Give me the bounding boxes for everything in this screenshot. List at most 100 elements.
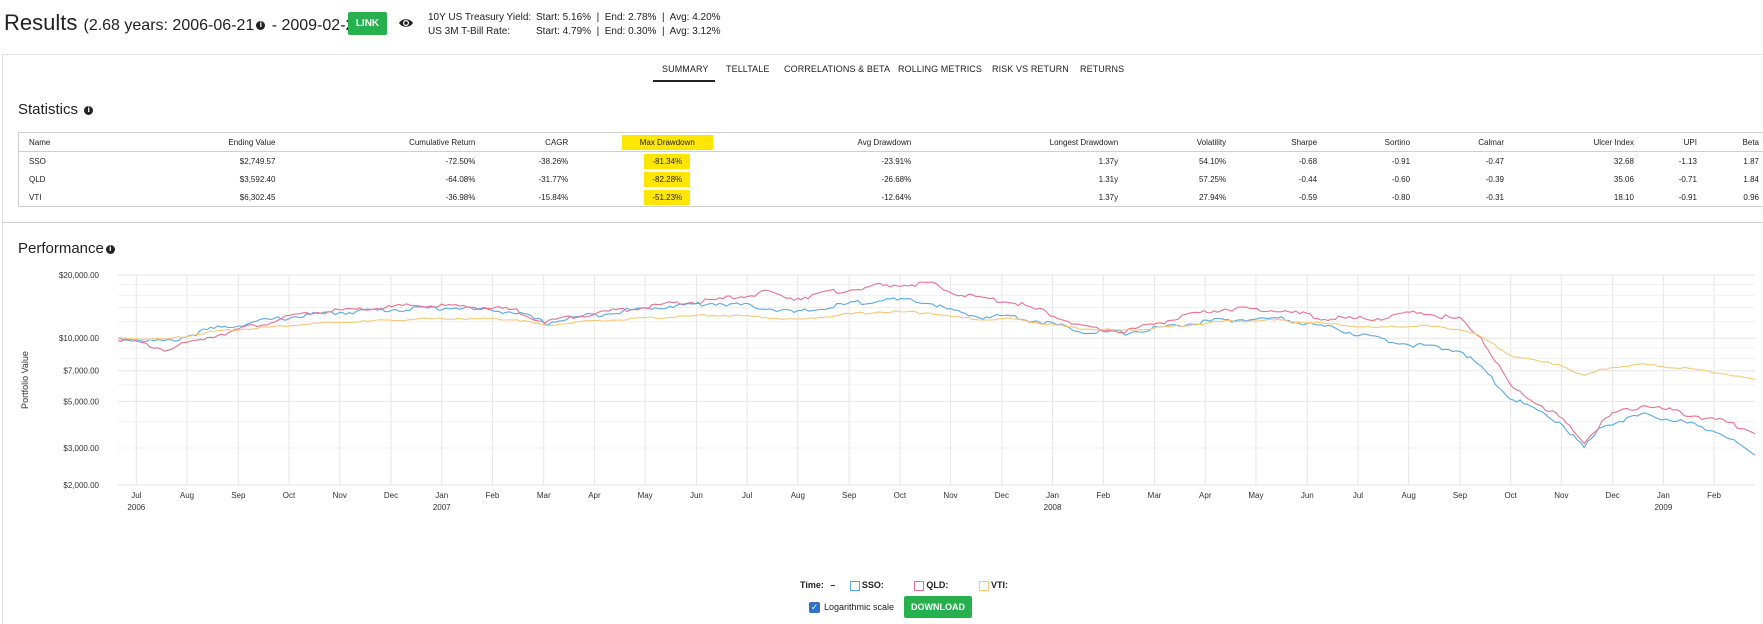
table-cell: -0.71 bbox=[1638, 170, 1701, 188]
table-cell: 18.10 bbox=[1508, 188, 1638, 207]
x-tick-label: Dec bbox=[995, 491, 1009, 500]
legend-label-qld: QLD: bbox=[926, 580, 948, 590]
table-cell: -38.26% bbox=[479, 152, 572, 171]
x-tick-label: May bbox=[1248, 491, 1263, 500]
table-cell: -26.68% bbox=[762, 170, 915, 188]
max-drawdown-value: -81.34% bbox=[644, 154, 690, 169]
x-tick-label: Mar bbox=[1148, 491, 1162, 500]
table-cell: -0.91 bbox=[1638, 188, 1701, 207]
table-cell: -31.77% bbox=[479, 170, 572, 188]
legend-label-vti: VTI: bbox=[991, 580, 1008, 590]
statistics-body: SSO$2,749.57-72.50%-38.26%-81.34%-23.91%… bbox=[19, 152, 1763, 207]
table-cell: -0.60 bbox=[1321, 170, 1414, 188]
download-button[interactable]: DOWNLOAD bbox=[904, 596, 972, 618]
table-cell: 0.96 bbox=[1701, 188, 1763, 207]
col-header-max-drawdown[interactable]: Max Drawdown bbox=[572, 133, 762, 152]
table-cell: -23.91% bbox=[762, 152, 915, 171]
y-tick-label: $5,000.00 bbox=[63, 397, 99, 406]
max-drawdown-value: -82.28% bbox=[644, 172, 690, 187]
col-header-avg-drawdown[interactable]: Avg Drawdown bbox=[762, 133, 915, 152]
col-header-cumulative-return[interactable]: Cumulative Return bbox=[279, 133, 479, 152]
legend-swatch-sso bbox=[850, 581, 860, 591]
statistics-info-icon[interactable]: i bbox=[84, 106, 93, 115]
tab-rolling-metrics[interactable]: ROLLING METRICS bbox=[898, 64, 982, 74]
table-cell: -0.44 bbox=[1230, 170, 1321, 188]
x-tick-year-label: 2007 bbox=[433, 503, 451, 512]
y-tick-label: $20,000.00 bbox=[59, 271, 100, 280]
legend-time-label: Time: bbox=[800, 580, 824, 590]
x-tick-label: Apr bbox=[1199, 491, 1212, 500]
table-cell: 57.25% bbox=[1122, 170, 1230, 188]
col-header-cagr[interactable]: CAGR bbox=[479, 133, 572, 152]
table-row: SSO$2,749.57-72.50%-38.26%-81.34%-23.91%… bbox=[19, 152, 1763, 171]
x-tick-label: Sep bbox=[842, 491, 857, 500]
eye-icon[interactable] bbox=[398, 15, 414, 31]
legend-item-qld[interactable]: QLD: bbox=[914, 580, 948, 590]
table-cell: -0.47 bbox=[1414, 152, 1508, 171]
x-tick-label: Nov bbox=[1554, 491, 1568, 500]
log-scale-checkbox[interactable]: ✓ bbox=[809, 602, 820, 613]
table-cell: -1.13 bbox=[1638, 152, 1701, 171]
x-tick-label: Sep bbox=[1453, 491, 1468, 500]
series-line-qld bbox=[118, 282, 1755, 444]
tab-returns[interactable]: RETURNS bbox=[1080, 64, 1124, 74]
max-drawdown-header-label: Max Drawdown bbox=[622, 135, 713, 150]
table-cell: 35.06 bbox=[1508, 170, 1638, 188]
performance-info-icon[interactable]: i bbox=[106, 245, 115, 254]
col-header-name[interactable]: Name bbox=[19, 133, 89, 152]
x-tick-label: Aug bbox=[180, 491, 194, 500]
table-cell: -15.84% bbox=[479, 188, 572, 207]
table-cell: -0.68 bbox=[1230, 152, 1321, 171]
info-icon[interactable]: i bbox=[256, 21, 265, 30]
table-cell: -0.39 bbox=[1414, 170, 1508, 188]
x-tick-label: Sep bbox=[231, 491, 246, 500]
tbill-row: US 3M T-Bill Rate:Start: 4.79% | End: 0.… bbox=[428, 25, 721, 39]
col-header-sharpe[interactable]: Sharpe bbox=[1230, 133, 1321, 152]
col-header-ulcer-index[interactable]: Ulcer Index bbox=[1508, 133, 1638, 152]
tab-bar: SUMMARY TELLTALE CORRELATIONS & BETA ROL… bbox=[0, 64, 1763, 82]
x-tick-year-label: 2009 bbox=[1654, 503, 1672, 512]
y-tick-label: $10,000.00 bbox=[59, 334, 100, 343]
x-tick-label: May bbox=[638, 491, 653, 500]
col-header-volatility[interactable]: Volatility bbox=[1122, 133, 1230, 152]
col-header-longest-drawdown[interactable]: Longest Drawdown bbox=[915, 133, 1122, 152]
col-header-beta[interactable]: Beta bbox=[1701, 133, 1763, 152]
legend-swatch-qld bbox=[914, 581, 924, 591]
x-tick-label: Jul bbox=[131, 491, 141, 500]
chart-legend: Time: – SSO: QLD: VTI: bbox=[800, 580, 1008, 591]
rates-info: 10Y US Treasury Yield:Start: 5.16% | End… bbox=[428, 11, 721, 39]
table-cell: -51.23% bbox=[572, 188, 762, 207]
table-cell: -64.08% bbox=[279, 170, 479, 188]
table-cell: $6,302.45 bbox=[88, 188, 279, 207]
range-start: (2.68 years: 2006-06-21 bbox=[83, 17, 254, 34]
legend-item-vti[interactable]: VTI: bbox=[979, 580, 1008, 590]
table-cell: -0.31 bbox=[1414, 188, 1508, 207]
log-scale-label: Logarithmic scale bbox=[824, 602, 894, 612]
tab-correlations-beta[interactable]: CORRELATIONS & BETA bbox=[784, 64, 890, 74]
performance-heading: Performance bbox=[18, 240, 104, 257]
col-header-ending-value[interactable]: Ending Value bbox=[88, 133, 279, 152]
tab-telltale[interactable]: TELLTALE bbox=[726, 64, 769, 74]
col-header-upi[interactable]: UPI bbox=[1638, 133, 1701, 152]
tab-summary[interactable]: SUMMARY bbox=[662, 64, 709, 74]
legend-item-sso[interactable]: SSO: bbox=[850, 580, 884, 590]
col-header-calmar[interactable]: Calmar bbox=[1414, 133, 1508, 152]
treasury-values: Start: 5.16% | End: 2.78% | Avg: 4.20% bbox=[536, 12, 721, 23]
tab-risk-vs-return[interactable]: RISK VS RETURN bbox=[992, 64, 1069, 74]
table-cell: 1.31y bbox=[915, 170, 1122, 188]
table-cell: 1.84 bbox=[1701, 170, 1763, 188]
table-cell: 27.94% bbox=[1122, 188, 1230, 207]
x-tick-label: Jun bbox=[1301, 491, 1314, 500]
table-cell: -0.80 bbox=[1321, 188, 1414, 207]
col-header-sortino[interactable]: Sortino bbox=[1321, 133, 1414, 152]
x-tick-label: Feb bbox=[1707, 491, 1721, 500]
link-button[interactable]: LINK bbox=[348, 12, 387, 35]
table-cell: -82.28% bbox=[572, 170, 762, 188]
x-tick-label: Oct bbox=[283, 491, 296, 500]
table-cell: -0.59 bbox=[1230, 188, 1321, 207]
table-cell: 32.68 bbox=[1508, 152, 1638, 171]
table-row: QLD$3,592.40-64.08%-31.77%-82.28%-26.68%… bbox=[19, 170, 1763, 188]
